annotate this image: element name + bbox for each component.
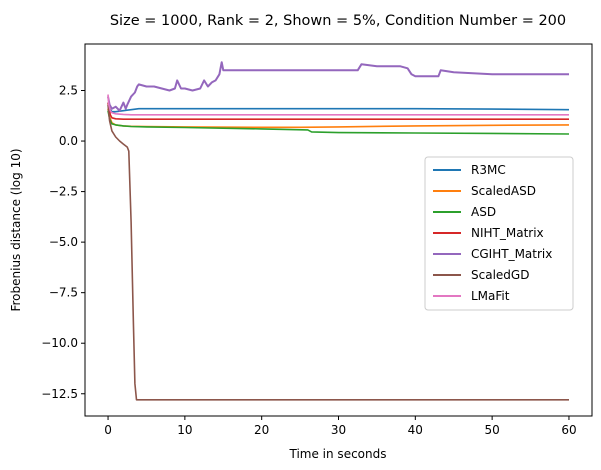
legend-label-asd: ASD [471, 205, 496, 219]
y-tick-label: −12.5 [41, 387, 78, 401]
y-tick-label: −7.5 [49, 286, 78, 300]
y-tick-label: −5.0 [49, 235, 78, 249]
legend-label-cgiht-matrix: CGIHT_Matrix [471, 247, 552, 261]
series-line-lmafit [107, 94, 569, 116]
legend-label-scaledgd: ScaledGD [471, 268, 529, 282]
y-tick-label: 2.5 [59, 84, 78, 98]
legend-label-r3mc: R3MC [471, 163, 506, 177]
chart-title: Size = 1000, Rank = 2, Shown = 5%, Condi… [110, 13, 566, 29]
y-tick-label: −10.0 [41, 336, 78, 350]
y-tick-label: −2.5 [49, 185, 78, 199]
x-axis-label: Time in seconds [289, 447, 387, 461]
series-line-niht-matrix [107, 102, 569, 120]
x-axis: 0 10 20 30 40 50 60 [104, 416, 577, 437]
x-tick-label: 50 [484, 423, 499, 437]
series-line-r3mc [107, 102, 570, 113]
series-line-asd [107, 110, 570, 135]
legend-label-niht-matrix: NIHT_Matrix [471, 226, 544, 240]
y-tick-label: 0.0 [59, 134, 78, 148]
y-axis: 2.5 0.0 −2.5 −5.0 −7.5 −10.0 −12.5 [41, 84, 85, 401]
legend-label-lmafit: LMaFit [471, 289, 510, 303]
x-tick-label: 30 [331, 423, 346, 437]
x-tick-label: 0 [104, 423, 112, 437]
y-axis-label: Frobenius distance (log 10) [9, 148, 23, 311]
x-tick-label: 20 [254, 423, 269, 437]
x-tick-label: 10 [177, 423, 192, 437]
series-layer [107, 61, 570, 401]
x-tick-label: 40 [408, 423, 423, 437]
legend: R3MC ScaledASD ASD NIHT_Matrix CGIHT_Matrix S… [424, 156, 574, 311]
x-tick-label: 60 [561, 423, 576, 437]
legend-box [424, 156, 574, 311]
series-line-scaledgd [107, 104, 569, 401]
series-line-cgiht-matrix [107, 61, 569, 112]
legend-label-scaledasd: ScaledASD [471, 184, 536, 198]
